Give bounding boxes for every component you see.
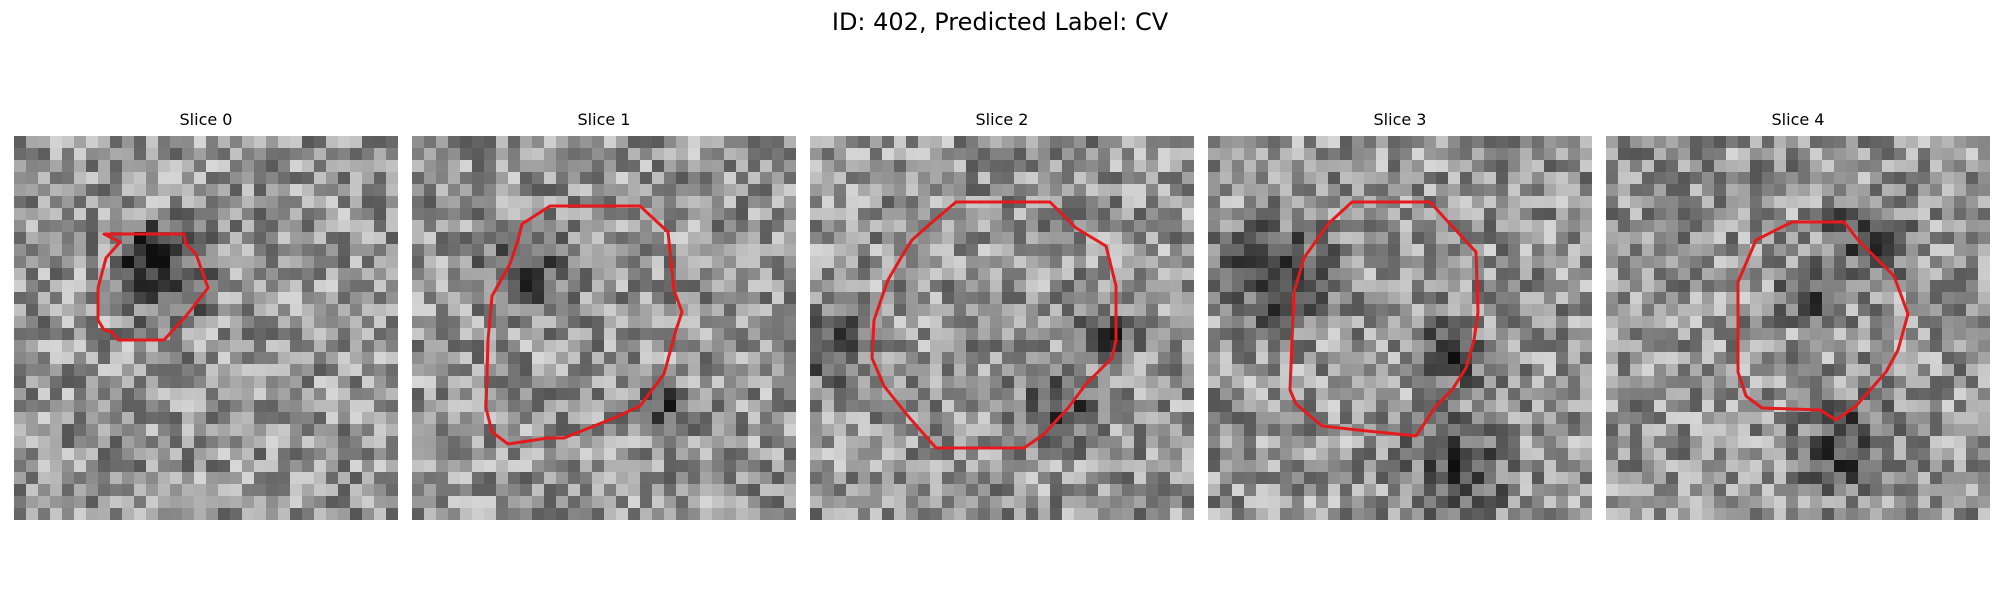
slice-label: Slice 3 [1208,110,1592,136]
slice-image [14,136,398,520]
slice-label: Slice 2 [810,110,1194,136]
slice-panel: Slice 4 [1606,110,1990,520]
slice-image [810,136,1194,520]
slice-panel: Slice 2 [810,110,1194,520]
slice-label: Slice 4 [1606,110,1990,136]
slice-label: Slice 0 [14,110,398,136]
slice-panel: Slice 3 [1208,110,1592,520]
figure-title: ID: 402, Predicted Label: CV [0,8,2000,36]
slice-panel: Slice 1 [412,110,796,520]
slice-panel: Slice 0 [14,110,398,520]
slice-label: Slice 1 [412,110,796,136]
slice-image [1208,136,1592,520]
slice-image [1606,136,1990,520]
slice-image [412,136,796,520]
